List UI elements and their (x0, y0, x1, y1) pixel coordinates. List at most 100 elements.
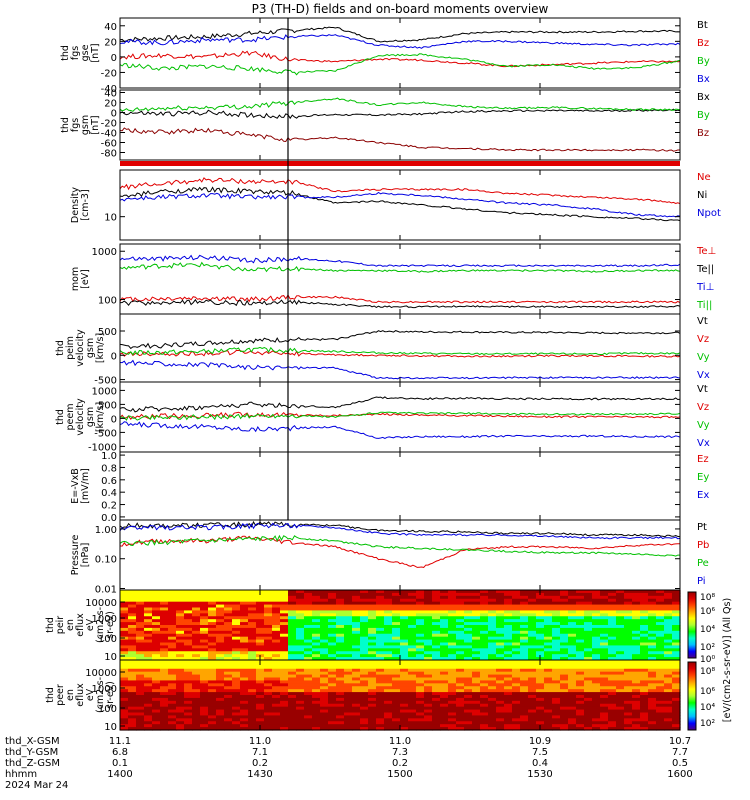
spectrogram-cell (120, 601, 129, 606)
spectrogram-cell (152, 627, 161, 632)
spectrogram-cell (136, 657, 145, 661)
spectrogram-cell (200, 665, 209, 670)
spectrogram-cell (656, 642, 665, 647)
spectrogram-cell (328, 619, 337, 623)
spectrogram-cell (640, 718, 649, 722)
spectrogram-cell (536, 703, 545, 708)
spectrogram-cell (248, 660, 257, 664)
spectrogram-cell (472, 724, 481, 728)
spectrogram-cell (656, 592, 665, 597)
spectrogram-cell (184, 607, 193, 612)
spectrogram-cell (368, 619, 377, 623)
ephemeris-value: 11.1 (109, 736, 131, 747)
spectrogram-cell (520, 695, 529, 699)
spectrogram-cell (368, 715, 377, 719)
spectrogram-cell (480, 662, 489, 667)
spectrogram-cell (176, 598, 185, 603)
spectrogram-cell (240, 636, 249, 641)
spectrogram-cell (288, 718, 297, 722)
spectrogram-cell (520, 718, 529, 722)
spectrogram-cell (288, 668, 297, 673)
spectrogram-cell (128, 680, 137, 684)
spectrogram-cell (608, 697, 617, 702)
spectrogram-cell (480, 613, 489, 617)
y-axis-label-line: eV (85, 618, 96, 631)
spectrogram-cell (328, 686, 337, 690)
spectrogram-cell (360, 601, 369, 606)
spectrogram-cell (496, 712, 505, 717)
spectrogram-cell (152, 636, 161, 641)
spectrogram-cell (368, 686, 377, 690)
spectrogram-cell (600, 648, 609, 652)
spectrogram-cell (600, 689, 609, 693)
spectrogram-cell (424, 607, 433, 612)
spectrogram-cell (360, 683, 369, 687)
spectrogram-cell (440, 619, 449, 623)
spectrogram-cell (520, 715, 529, 719)
spectrogram-cell (192, 721, 201, 725)
spectrogram-cell (496, 660, 505, 664)
spectrogram-cell (616, 601, 625, 606)
spectrogram-cell (320, 633, 329, 638)
y-tick-label: 40 (104, 22, 117, 33)
spectrogram-cell (312, 630, 321, 635)
spectrogram-cell (296, 697, 305, 702)
spectrogram-cell (176, 724, 185, 728)
legend-Ez: Ez (697, 454, 709, 465)
spectrogram-cell (136, 595, 145, 600)
spectrogram-cell (168, 630, 177, 635)
spectrogram-cell (592, 715, 601, 719)
spectrogram-cell (120, 657, 129, 661)
spectrogram-cell (464, 709, 473, 714)
spectrogram-cell (440, 607, 449, 612)
spectrogram-cell (264, 645, 273, 649)
spectrogram-cell (496, 674, 505, 679)
spectrogram-cell (224, 642, 233, 647)
spectrogram-cell (128, 642, 137, 647)
spectrogram-cell (552, 709, 561, 714)
spectrogram-cell (216, 683, 225, 687)
spectrogram-cell (336, 610, 345, 614)
spectrogram-cell (672, 660, 681, 664)
spectrogram-cell (496, 697, 505, 702)
spectrogram-cell (360, 636, 369, 641)
spectrogram-cell (304, 677, 313, 682)
y-tick-label: 0.6 (101, 476, 117, 487)
spectrogram-cell (504, 715, 513, 719)
spectrogram-cell (232, 595, 241, 600)
spectrogram-cell (600, 697, 609, 702)
spectrogram-cell (192, 648, 201, 652)
spectrogram-cell (280, 712, 289, 717)
spectrogram-cell (632, 692, 641, 696)
spectrogram-cell (616, 595, 625, 600)
spectrogram-cell (576, 607, 585, 612)
spectrogram-cell (416, 590, 425, 594)
spectrogram-cell (656, 671, 665, 676)
spectrogram-cell (160, 607, 169, 612)
spectrogram-cell (456, 671, 465, 676)
spectrogram-cell (528, 616, 537, 620)
spectrogram-cell (216, 625, 225, 629)
spectrogram-cell (144, 642, 153, 647)
spectrogram-cell (464, 598, 473, 603)
spectrogram-cell (392, 697, 401, 702)
spectrogram-cell (176, 686, 185, 690)
spectrogram-cell (440, 727, 449, 731)
spectrogram-cell (504, 706, 513, 711)
spectrogram-cell (328, 706, 337, 711)
spectrogram-cell (520, 633, 529, 638)
spectrogram-cell (656, 662, 665, 667)
spectrogram-cell (536, 689, 545, 693)
spectrogram-cell (616, 660, 625, 664)
spectrogram-cell (512, 721, 521, 725)
spectrogram-cell (256, 642, 265, 647)
legend-Bz: Bz (697, 128, 709, 139)
spectrogram-cell (424, 709, 433, 714)
spectrogram-cell (344, 668, 353, 673)
spectrogram-cell (416, 625, 425, 629)
spectrogram-cell (240, 657, 249, 661)
spectrogram-cell (568, 706, 577, 711)
spectrogram-cell (312, 718, 321, 722)
